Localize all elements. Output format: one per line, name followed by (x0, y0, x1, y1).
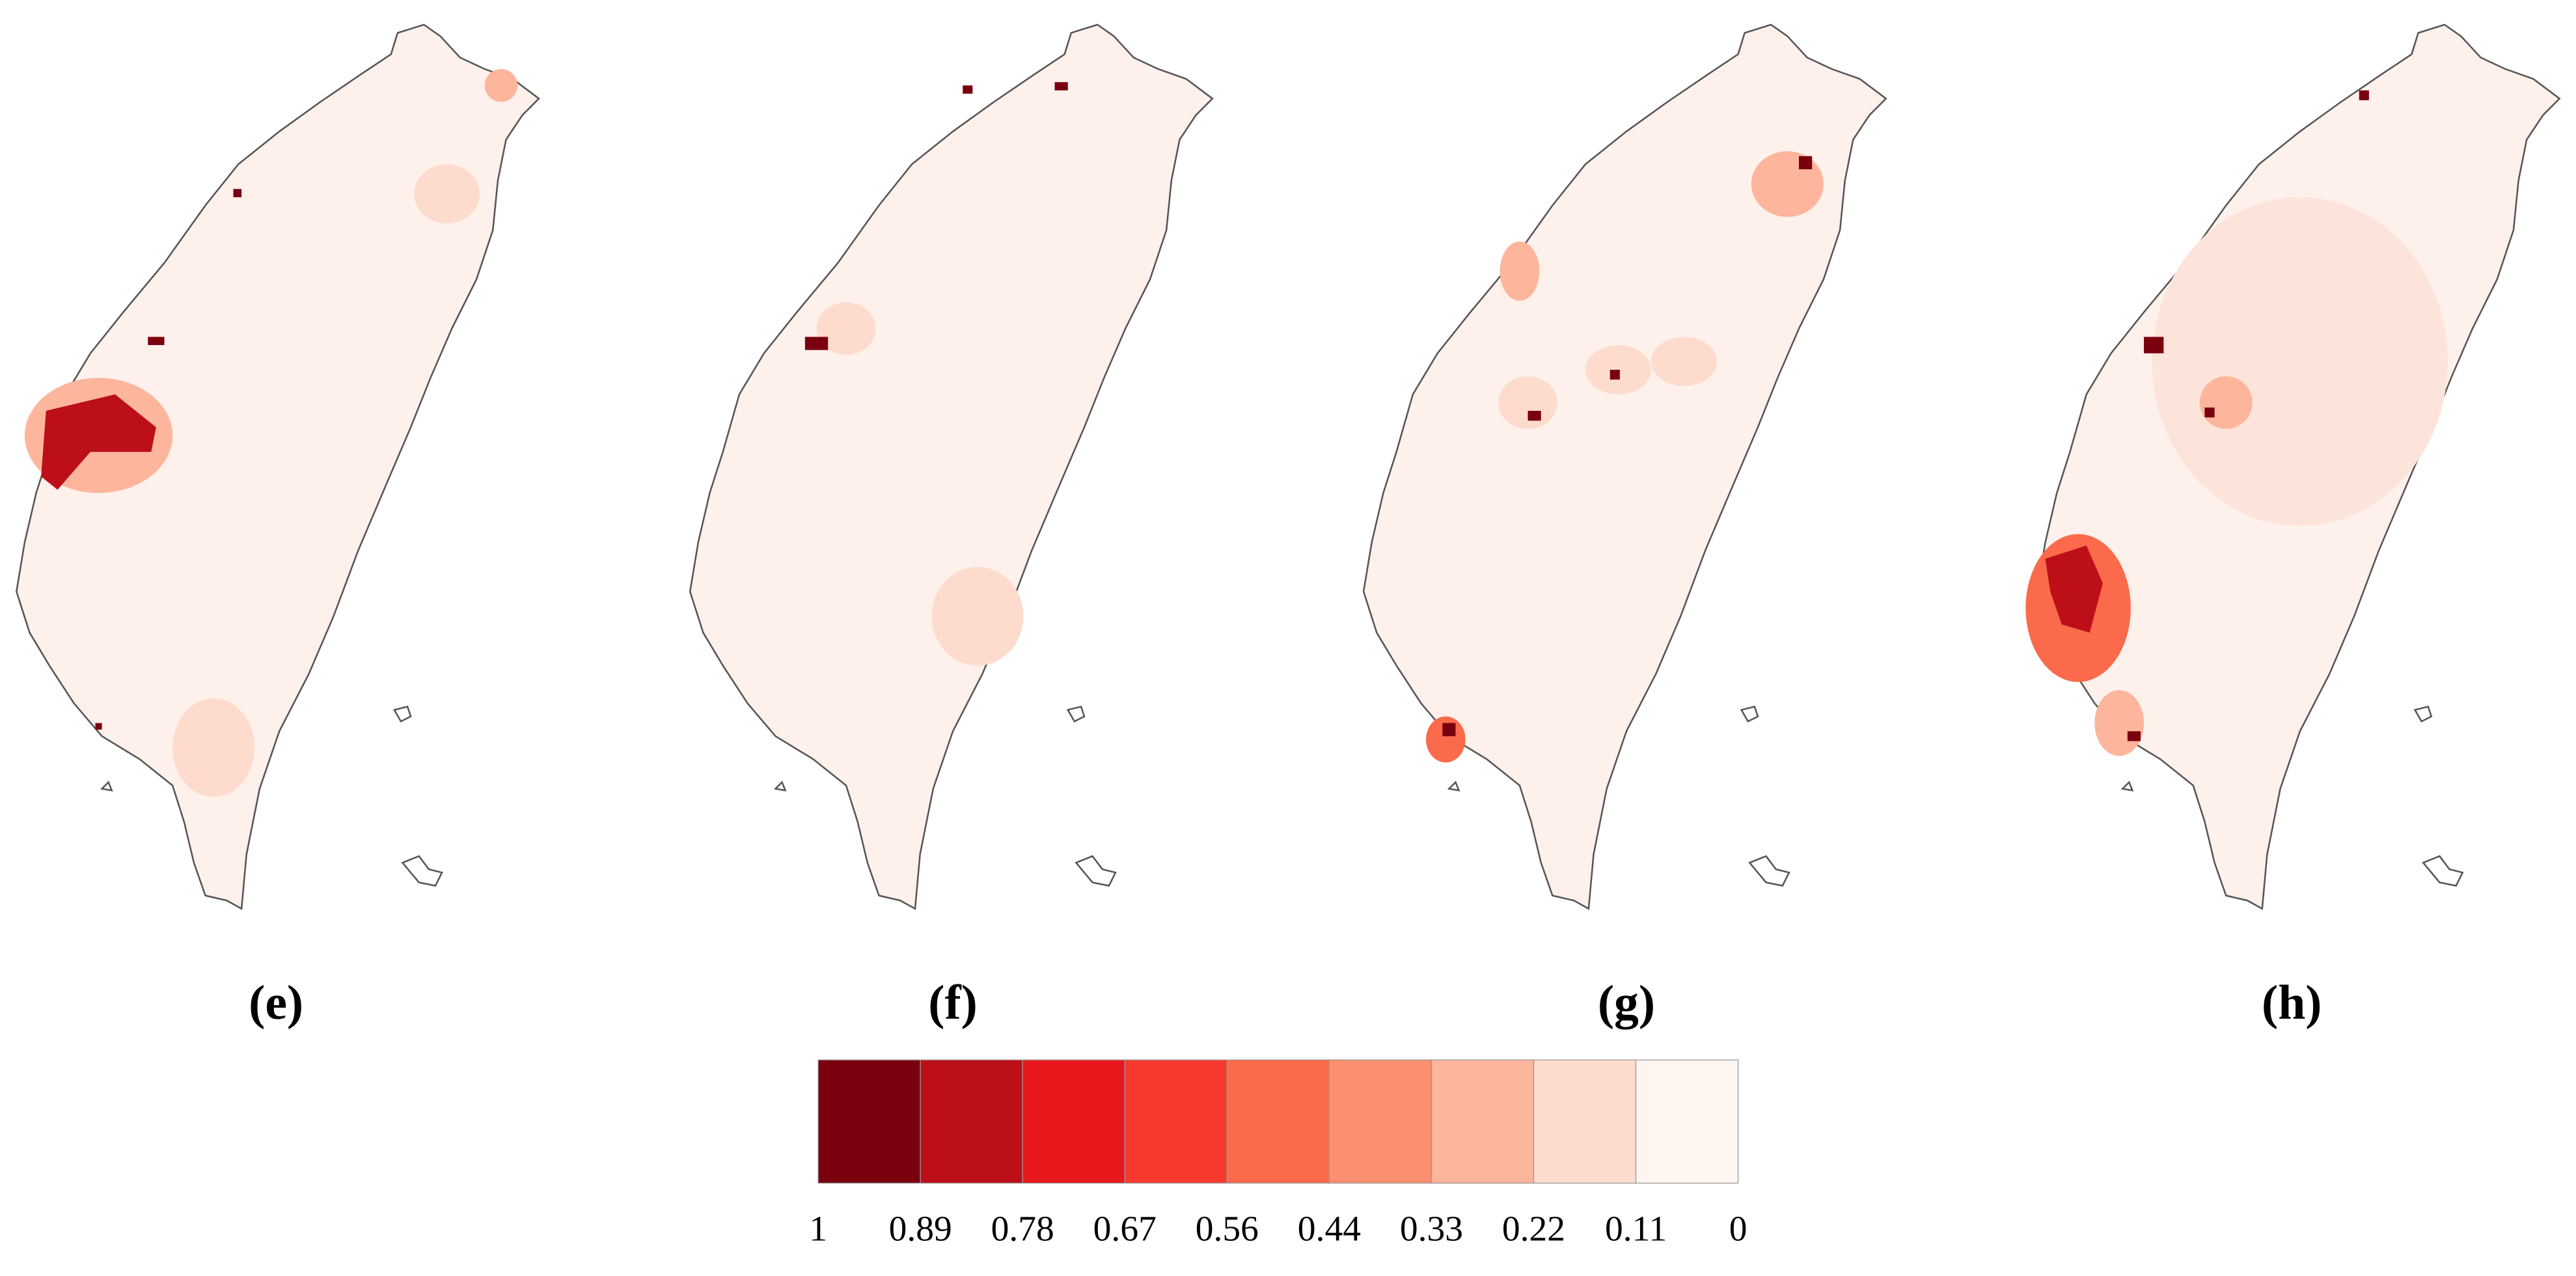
colorbar-tick: 0.33 (1400, 1210, 1463, 1249)
colorbar-cell (1635, 1059, 1739, 1184)
colorbar-cell (1431, 1059, 1535, 1184)
colorbar-cell (817, 1059, 921, 1184)
colorbar-tick: 0.78 (991, 1210, 1054, 1249)
colorbar-cell (1022, 1059, 1125, 1184)
colorbar-cell (1328, 1059, 1432, 1184)
colorbar-tick: 0.11 (1605, 1210, 1667, 1249)
map-f (689, 23, 1214, 910)
colorbar-cell (1124, 1059, 1227, 1184)
colorbar-tick: 1 (809, 1210, 827, 1249)
colorbar-cell (1226, 1059, 1330, 1184)
colorbar-tick: 0.44 (1298, 1210, 1361, 1249)
panel-label: (f) (928, 976, 978, 1030)
panel-label: (h) (2262, 976, 2322, 1030)
colorbar-cell (920, 1059, 1023, 1184)
colorbar-tick: 0.56 (1196, 1210, 1259, 1249)
colorbar: 1 0.89 0.78 0.67 0.56 0.44 0.33 0.22 0.11 0 (809, 1059, 1747, 1249)
panel-label: (g) (1598, 976, 1655, 1030)
map-e (16, 23, 540, 910)
map-h (2025, 23, 2560, 910)
panel-label: (e) (249, 976, 303, 1030)
colorbar-tick: 0.89 (889, 1210, 952, 1249)
colorbar-tick: 0.22 (1502, 1210, 1565, 1249)
colorbar-cell (1533, 1059, 1637, 1184)
colorbar-tick: 0 (1729, 1210, 1747, 1249)
colorbar-tick: 0.67 (1093, 1210, 1157, 1249)
map-g (1362, 23, 1887, 910)
